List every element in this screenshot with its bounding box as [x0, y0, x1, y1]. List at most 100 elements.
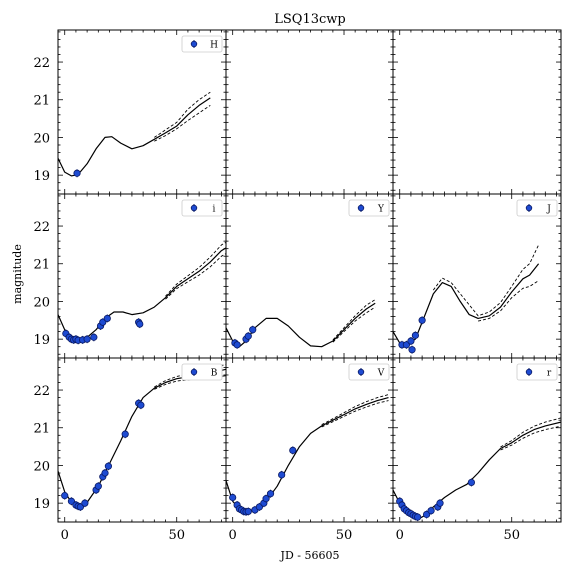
legend-box [181, 363, 223, 381]
model-curve [226, 302, 376, 348]
y-tick-label: 21 [33, 94, 50, 109]
legend-marker [190, 368, 198, 376]
data-point [99, 318, 107, 326]
data-point [266, 490, 275, 498]
y-axis-label: magnitude [11, 244, 24, 304]
legend-box [181, 199, 223, 217]
data-point [101, 469, 109, 477]
model-lower-bound [321, 394, 389, 426]
legend-box [348, 363, 390, 381]
panel-r: 0 50 r [392, 357, 562, 543]
data-point [427, 507, 435, 515]
data-point [104, 462, 113, 470]
legend-box [348, 199, 390, 217]
model-upper-bound [165, 253, 226, 300]
y-tick-label: 19 [33, 497, 50, 512]
model-lower-bound [332, 299, 376, 341]
data-point [467, 478, 475, 487]
data-point [249, 326, 257, 334]
panel-frame [392, 29, 562, 195]
model-curve [58, 97, 211, 177]
legend-box [181, 35, 223, 53]
data-point [103, 314, 111, 323]
y-tick-label: 20 [33, 131, 50, 146]
legend-marker [525, 204, 533, 212]
data-point [137, 401, 145, 409]
y-tick-label: 22 [33, 56, 50, 71]
data-point [418, 316, 426, 324]
data-point [121, 430, 129, 438]
x-tick-label: 50 [503, 528, 520, 543]
y-tick-label: 21 [33, 258, 50, 273]
model-lower-bound [154, 91, 211, 138]
data-point [67, 497, 76, 505]
x-axis-label: JD - 56605 [280, 549, 340, 562]
data-point [229, 493, 237, 502]
panel-plot-area [393, 417, 561, 522]
panel-H: 19 20 21 22 H [33, 29, 227, 195]
data-point [76, 503, 85, 511]
legend-label: H [210, 41, 218, 51]
data-point [94, 482, 102, 490]
model-curve [58, 368, 226, 507]
y-tick-label: 19 [33, 333, 50, 348]
chart-title: LSQ13cwp [274, 12, 345, 27]
x-tick-label: 0 [396, 528, 404, 543]
panel-J: J [392, 193, 562, 359]
data-point [414, 513, 422, 521]
y-tick-label: 20 [33, 295, 50, 310]
data-point [262, 495, 270, 503]
data-point [136, 320, 144, 328]
x-tick-label: 50 [168, 528, 185, 543]
model-curve [226, 397, 389, 512]
data-point [244, 507, 252, 516]
panel-frame [57, 193, 227, 359]
legend-label: i [213, 205, 216, 215]
panel-frame [225, 357, 394, 523]
panel-i: 19 20 21 22 i [33, 193, 227, 359]
legend-label: J [546, 205, 551, 215]
data-point [83, 335, 91, 343]
legend-box [516, 199, 558, 217]
y-tick-label: 19 [33, 169, 50, 184]
panel-plot-area [58, 241, 226, 345]
legend-label: r [547, 369, 552, 379]
model-curve [393, 421, 561, 519]
data-point [244, 332, 252, 340]
panel-grid: 19 20 21 22 H 19 20 21 22 i Y J 19 20 21 22 0 50 B 0 50 V 0 50 r [33, 29, 562, 543]
data-point [422, 510, 431, 519]
panel-V: 0 50 V [225, 357, 394, 543]
model-upper-bound [332, 306, 376, 343]
panel-frame [392, 357, 562, 523]
model-lower-bound [432, 244, 540, 317]
data-point [289, 446, 297, 454]
model-upper-bound [477, 280, 539, 322]
legend-box [516, 363, 558, 381]
legend-label: V [377, 369, 385, 379]
model-lower-bound [500, 417, 561, 448]
legend-marker [357, 368, 365, 376]
panel-frame [57, 357, 227, 523]
legend-label: B [211, 369, 218, 379]
data-point [278, 471, 286, 479]
y-tick-label: 21 [33, 422, 50, 437]
model-upper-bound [321, 400, 389, 428]
data-point [402, 341, 411, 349]
panel-B: 19 20 21 22 0 50 B [33, 357, 227, 543]
panel-plot-area [58, 363, 226, 511]
legend-label: Y [377, 205, 385, 215]
panel-plot-area [58, 91, 211, 178]
legend-marker [357, 204, 365, 212]
panel-Y: Y [225, 193, 394, 359]
data-point [61, 492, 69, 500]
panel-frame [225, 29, 394, 195]
data-point [90, 333, 98, 341]
x-tick-label: 0 [61, 528, 69, 543]
x-tick-label: 0 [229, 528, 237, 543]
data-point [411, 331, 419, 339]
data-point [233, 341, 241, 349]
data-point [73, 169, 81, 177]
y-tick-label: 22 [33, 220, 50, 235]
data-point [408, 346, 416, 354]
